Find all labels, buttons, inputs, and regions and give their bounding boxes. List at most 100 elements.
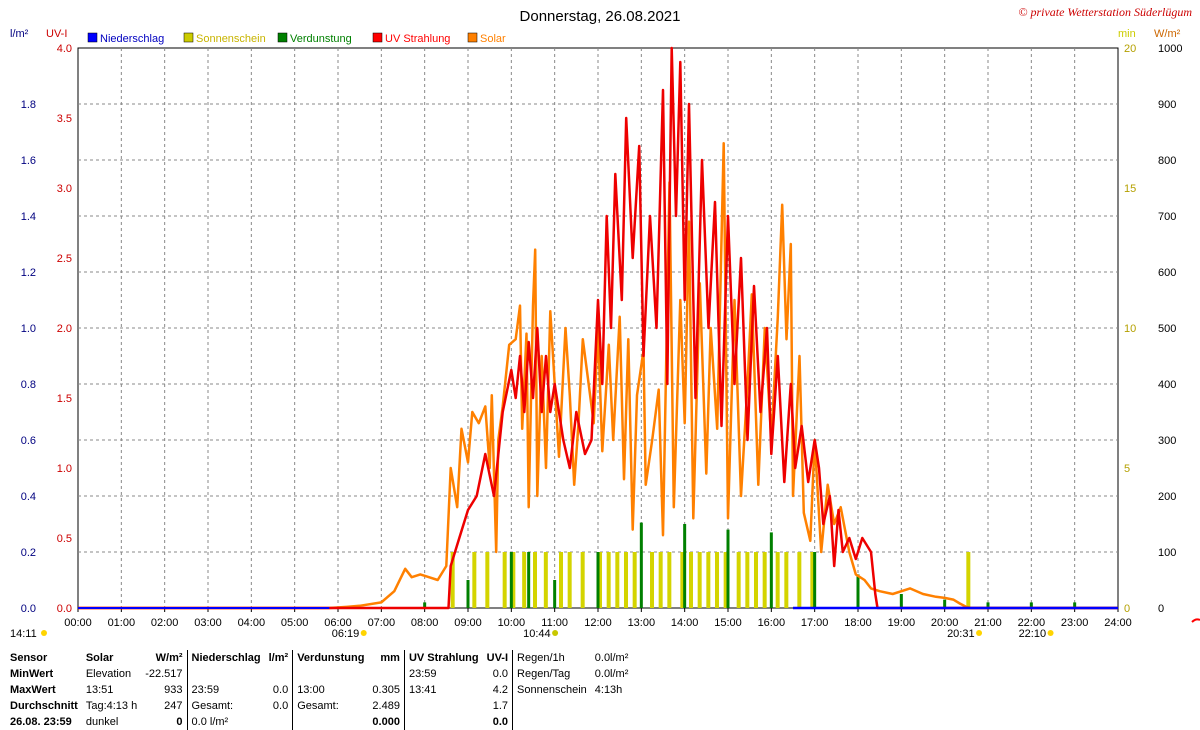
corner-mark-icon: [1191, 618, 1200, 623]
stats-row-label: MaxWert: [10, 684, 56, 696]
evaporation-bar: [553, 580, 557, 608]
sunshine-bar: [502, 552, 507, 608]
rain-axis-tick: 1.4: [21, 211, 36, 223]
sunshine-bar: [485, 552, 490, 608]
sunshine-bar: [567, 552, 572, 608]
sunshine-bar: [689, 552, 693, 608]
x-axis-tick: 14:00: [671, 617, 699, 629]
stats-uv-sub: [403, 698, 483, 714]
stats-solar-val: -22.517: [145, 668, 183, 680]
chart-title: Donnerstag, 26.08.2021: [520, 8, 681, 25]
x-axis-tick: 16:00: [758, 617, 786, 629]
sunshine-bar: [697, 552, 702, 608]
rain-axis-tick: 0.0: [21, 603, 36, 615]
evaporation-bar: [986, 602, 990, 608]
sunshine-bar: [784, 552, 789, 608]
x-axis-tick: 00:00: [64, 617, 92, 629]
sunshine-bar: [624, 552, 628, 608]
stats-evap-val: 0.000: [372, 716, 400, 728]
x-axis-tick: 17:00: [801, 617, 829, 629]
stats-solar-val: 0: [176, 716, 183, 728]
stats-evap-val: 2.489: [372, 700, 400, 712]
x-axis-tick: 20:00: [931, 617, 959, 629]
sunshine-bar: [511, 552, 516, 608]
stats-uv-sub: 23:59: [403, 666, 483, 682]
legend-swatch: [183, 32, 194, 43]
stats-rain-val: [265, 666, 293, 682]
evaporation-bar: [596, 552, 600, 608]
time-markers: 14:11 06:19 10:44 20:31 22:10: [10, 618, 1200, 640]
station-credit: © private Wetterstation Süderlügum: [1018, 5, 1192, 19]
stats-uv-head: UV Strahlung: [403, 650, 483, 666]
stats-extra-0-label: Regen/1h: [512, 650, 591, 666]
time-marker-label: 06:19: [332, 628, 360, 640]
min-axis-tick: 20: [1124, 43, 1136, 55]
time-marker-label: 10:44: [523, 628, 551, 640]
legend-swatch: [277, 32, 288, 43]
legend-swatch: [467, 32, 478, 43]
stats-uv-val: 0.0: [492, 668, 509, 680]
solar-axis-tick: 1000: [1158, 43, 1182, 55]
sunshine-bar: [472, 552, 477, 608]
line-series: [78, 46, 1118, 610]
left-axis-unit-uv: UV-I: [46, 28, 67, 40]
sunshine-bar: [615, 552, 620, 608]
x-axis-tick: 06:00: [324, 617, 352, 629]
stats-evap-val: [368, 666, 404, 682]
solar-axis-tick: 900: [1158, 99, 1176, 111]
stats-extra-0-value: 0.0l/m²: [594, 652, 629, 664]
sunshine-bar: [580, 552, 585, 608]
x-axis-tick: 13:00: [628, 617, 656, 629]
solar-axis-tick: 700: [1158, 211, 1176, 223]
x-axis-tick: 18:00: [844, 617, 872, 629]
evaporation-bar: [1073, 602, 1077, 608]
chart-legend: Niederschlag Sonnenschein Verdunstung UV St…: [87, 32, 506, 45]
sunshine-bar: [775, 552, 780, 608]
right-axis-unit-min: min: [1118, 28, 1136, 40]
sun-marker-icon: [1047, 630, 1054, 636]
solar-axis-tick: 0: [1158, 603, 1164, 615]
uv-axis-tick: 1.0: [57, 463, 72, 475]
bar-series: [423, 522, 1077, 608]
evaporation-bar: [943, 599, 947, 608]
uv-axis-tick: 0.5: [57, 533, 72, 545]
stats-uv-sub: 13:41: [403, 682, 483, 698]
solar-axis-tick: 500: [1158, 323, 1176, 335]
plot-grid: [78, 48, 1118, 608]
evaporation-bar: [1029, 602, 1033, 608]
sun-marker-icon: [976, 630, 983, 636]
stats-evap-sub: 13:00: [292, 682, 369, 698]
sunshine-bar: [745, 552, 750, 608]
min-axis-tick: 15: [1124, 183, 1136, 195]
sunshine-bar: [797, 552, 802, 608]
evaporation-bar: [683, 524, 687, 608]
rain-axis-tick: 0.6: [21, 435, 36, 447]
sunshine-bar: [450, 552, 455, 608]
evaporation-bar: [726, 529, 730, 608]
left-axis-unit-rain: l/m²: [10, 28, 29, 40]
time-marker-label: 14:11: [10, 628, 37, 640]
x-axis-tick: 22:00: [1018, 617, 1046, 629]
stats-row-label: Durchschnitt: [10, 700, 78, 712]
evaporation-bar: [769, 532, 773, 608]
sunshine-bar: [559, 552, 563, 608]
x-axis-tick: 05:00: [281, 617, 309, 629]
axis-tick-labels: 0.0 0.2 0.4 0.6 0.8 1.0 1.2 1.4 1.6 1.8 0.0 0.5 1.0 1…: [21, 43, 1183, 629]
legend-label: Verdunstung: [290, 33, 352, 45]
stats-evap-sub: Gesamt:: [292, 698, 369, 714]
stats-uv-val: 4.2: [492, 684, 509, 696]
sunshine-bar: [715, 552, 719, 608]
x-axis-tick: 19:00: [888, 617, 916, 629]
stats-solar-sub: Tag:4:13 h: [85, 700, 138, 712]
stats-solar-val: 247: [164, 700, 183, 712]
time-marker-label: 20:31: [947, 628, 975, 640]
stats-row-label: MinWert: [10, 668, 54, 680]
rain-axis-tick: 1.6: [21, 155, 36, 167]
uv-axis-tick: 2.0: [57, 323, 72, 335]
stats-rain-sub: 0.0 l/m²: [186, 714, 265, 730]
evaporation-bar: [813, 552, 817, 608]
solar-axis-tick: 400: [1158, 379, 1176, 391]
sunshine-bar: [754, 552, 758, 608]
uv-line: [78, 46, 1118, 610]
